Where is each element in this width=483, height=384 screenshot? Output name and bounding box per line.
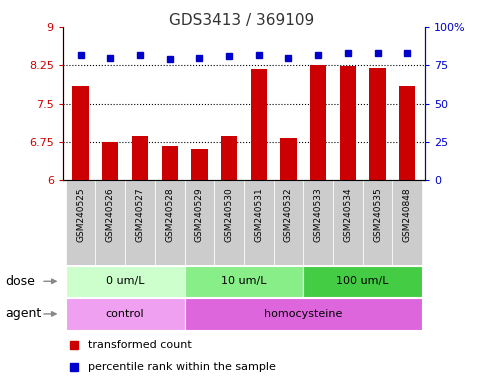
Bar <box>369 68 386 180</box>
Bar <box>251 70 267 180</box>
Bar <box>96 180 125 265</box>
Bar <box>185 180 214 265</box>
Bar <box>280 139 297 180</box>
Bar <box>132 136 148 180</box>
Bar <box>155 180 185 265</box>
Bar <box>72 86 89 180</box>
Text: agent: agent <box>5 308 41 320</box>
Text: GSM240535: GSM240535 <box>373 187 382 242</box>
Bar <box>333 180 363 265</box>
Text: GSM240533: GSM240533 <box>313 187 323 242</box>
Bar <box>102 142 118 180</box>
Bar <box>340 66 356 180</box>
Bar <box>191 149 208 180</box>
Text: GSM240848: GSM240848 <box>403 187 412 242</box>
Bar <box>214 180 244 265</box>
Bar <box>303 266 422 297</box>
Text: transformed count: transformed count <box>88 340 192 350</box>
Text: GSM240532: GSM240532 <box>284 187 293 242</box>
Bar <box>66 298 185 329</box>
Bar <box>125 180 155 265</box>
Text: 100 um/L: 100 um/L <box>337 276 389 286</box>
Bar <box>273 180 303 265</box>
Bar <box>363 180 392 265</box>
Bar <box>303 180 333 265</box>
Text: GDS3413 / 369109: GDS3413 / 369109 <box>169 13 314 28</box>
Text: GSM240525: GSM240525 <box>76 187 85 242</box>
Text: 0 um/L: 0 um/L <box>106 276 144 286</box>
Text: GSM240534: GSM240534 <box>343 187 352 242</box>
Bar <box>221 136 237 180</box>
Bar <box>66 266 185 297</box>
Text: GSM240530: GSM240530 <box>225 187 234 242</box>
Bar <box>310 65 327 180</box>
Text: GSM240529: GSM240529 <box>195 187 204 242</box>
Text: homocysteine: homocysteine <box>264 309 342 319</box>
Text: percentile rank within the sample: percentile rank within the sample <box>88 362 276 372</box>
Bar <box>392 180 422 265</box>
Text: GSM240526: GSM240526 <box>106 187 115 242</box>
Bar <box>66 180 96 265</box>
Text: GSM240531: GSM240531 <box>254 187 263 242</box>
Text: GSM240528: GSM240528 <box>165 187 174 242</box>
Bar <box>161 146 178 180</box>
Text: 10 um/L: 10 um/L <box>221 276 267 286</box>
Text: dose: dose <box>5 275 35 288</box>
Bar <box>399 86 415 180</box>
Text: GSM240527: GSM240527 <box>136 187 144 242</box>
Bar <box>185 298 422 329</box>
Bar <box>244 180 273 265</box>
Text: control: control <box>106 309 144 319</box>
Bar <box>185 266 303 297</box>
